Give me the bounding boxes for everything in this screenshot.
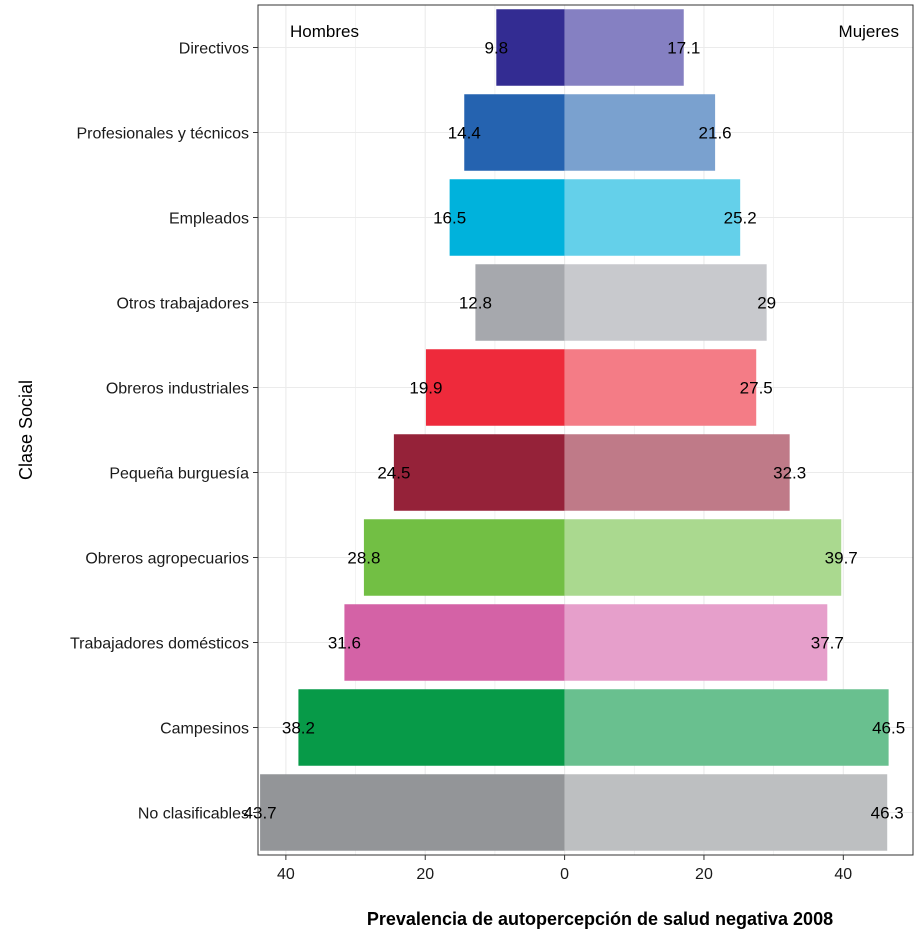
- x-tick-label: 20: [695, 866, 713, 883]
- bar-label-hombres-9: 38.2: [282, 719, 315, 738]
- bar-hombres-2: [464, 94, 565, 171]
- bar-mujeres-5: [564, 349, 757, 426]
- bar-mujeres-1: [564, 9, 684, 86]
- y-tick-label: Obreros industriales: [106, 381, 249, 398]
- bar-mujeres-7: [564, 519, 842, 596]
- y-tick-label: Profesionales y técnicos: [76, 126, 249, 143]
- bar-hombres-10: [260, 774, 565, 851]
- bar-label-mujeres-6: 32.3: [773, 464, 806, 483]
- y-tick-label: Campesinos: [160, 721, 249, 738]
- legend-mujeres: Mujeres: [839, 22, 899, 41]
- y-tick-label: Pequeña burguesía: [109, 466, 249, 483]
- bar-label-mujeres-3: 25.2: [724, 209, 757, 228]
- x-tick-label: 40: [277, 866, 295, 883]
- bar-mujeres-9: [564, 689, 889, 766]
- y-tick-label: Obreros agropecuarios: [85, 551, 249, 568]
- bar-label-hombres-1: 9.8: [484, 39, 508, 58]
- bar-labels: 9.8 14.4 16.5 12.8 19.9 24.5 28.8 31.6 38.2 43.7 1…: [244, 39, 906, 823]
- bar-label-mujeres-1: 17.1: [667, 39, 700, 58]
- bar-hombres-5: [425, 349, 565, 426]
- x-axis: 40 20 0 20 40: [277, 855, 852, 883]
- bar-label-hombres-8: 31.6: [328, 634, 361, 653]
- bar-label-hombres-5: 19.9: [409, 379, 442, 398]
- bar-hombres-1: [496, 9, 565, 86]
- bar-label-hombres-10: 43.7: [244, 804, 277, 823]
- bar-label-mujeres-2: 21.6: [699, 124, 732, 143]
- bar-label-hombres-2: 14.4: [448, 124, 481, 143]
- bar-mujeres-6: [564, 434, 790, 511]
- bar-label-hombres-3: 16.5: [433, 209, 466, 228]
- bar-label-mujeres-5: 27.5: [740, 379, 773, 398]
- plot-panel: 9.8 14.4 16.5 12.8 19.9 24.5 28.8 31.6 38.2 43.7 1…: [244, 4, 914, 856]
- y-tick-label: Directivos: [179, 41, 249, 58]
- y-tick-label: No clasificables: [138, 806, 249, 823]
- panel-border: [257, 4, 914, 856]
- x-tick-label: 40: [834, 866, 852, 883]
- y-tick-label: Empleados: [169, 211, 249, 228]
- bar-label-mujeres-7: 39.7: [825, 549, 858, 568]
- legend-hombres: Hombres: [290, 22, 359, 41]
- x-tick-label: 20: [416, 866, 434, 883]
- bar-hombres-4: [475, 264, 565, 341]
- bar-hombres-6: [393, 434, 565, 511]
- bar-mujeres-10: [564, 774, 888, 851]
- bar-hombres-8: [344, 604, 565, 681]
- x-tick-label: 0: [560, 866, 569, 883]
- bar-label-mujeres-4: 29: [757, 294, 776, 313]
- bar-mujeres-3: [564, 179, 741, 256]
- bar-mujeres-4: [564, 264, 767, 341]
- x-axis-title: Prevalencia de autopercepción de salud n…: [367, 909, 833, 929]
- y-tick-label: Otros trabajadores: [116, 296, 249, 313]
- bar-label-hombres-7: 28.8: [347, 549, 380, 568]
- bar-label-hombres-6: 24.5: [377, 464, 410, 483]
- y-axis: Directivos Profesionales y técnicos Emplea…: [70, 41, 258, 823]
- bar-label-mujeres-8: 37.7: [811, 634, 844, 653]
- bar-mujeres-2: [564, 94, 716, 171]
- bar-label-hombres-4: 12.8: [459, 294, 492, 313]
- bar-hombres-7: [363, 519, 565, 596]
- y-axis-title: Clase Social: [16, 380, 36, 480]
- bar-mujeres-8: [564, 604, 828, 681]
- bars: [260, 9, 889, 851]
- bar-hombres-3: [449, 179, 565, 256]
- bar-label-mujeres-9: 46.5: [872, 719, 905, 738]
- bar-label-mujeres-10: 46.3: [871, 804, 904, 823]
- y-tick-label: Trabajadores domésticos: [70, 636, 249, 653]
- bar-hombres-9: [298, 689, 565, 766]
